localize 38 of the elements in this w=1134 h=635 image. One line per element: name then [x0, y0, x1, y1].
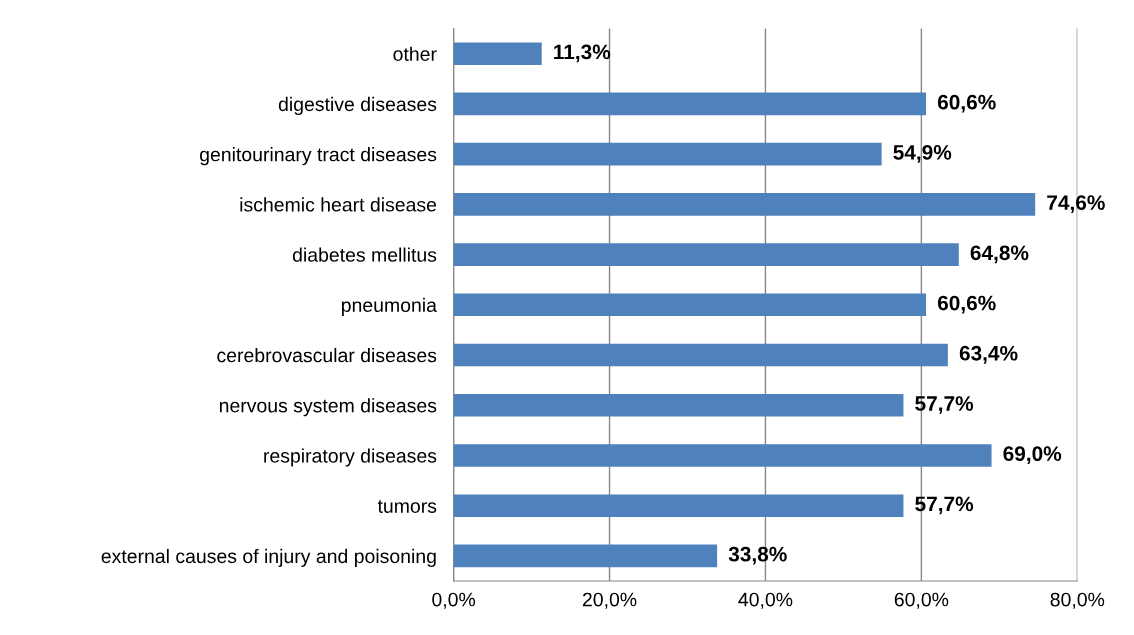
bar — [453, 343, 948, 367]
bar — [453, 142, 882, 166]
y-tick-label: tumors — [377, 500, 437, 513]
bar — [453, 243, 959, 266]
data-label: 74,6% — [1047, 195, 1105, 213]
y-tick-label: respiratory diseases — [264, 448, 437, 467]
bar — [453, 193, 1036, 216]
y-tick-label: ischemic heart disease — [240, 197, 437, 212]
data-label: 11,3% — [554, 44, 611, 63]
y-tick-label: nervous system diseases — [219, 398, 437, 417]
data-label: 60,6% — [937, 94, 996, 113]
bar — [453, 544, 718, 568]
x-tick-label: 40,0% — [738, 592, 793, 609]
data-label: 33,8% — [728, 546, 787, 565]
data-label: 57,7% — [915, 396, 974, 414]
y-tick-label: other — [393, 46, 437, 61]
y-tick-label: pneumonia — [341, 297, 437, 316]
data-label: 63,4% — [959, 345, 1018, 364]
x-tick-label: 20,0% — [582, 592, 637, 609]
bar — [453, 42, 542, 65]
data-label: 69,0% — [1003, 446, 1062, 465]
y-tick-label: diabetes mellitus — [292, 247, 437, 262]
data-label: 60,6% — [937, 295, 996, 314]
x-tick-label: 60,0% — [894, 592, 949, 609]
bar — [453, 444, 992, 467]
bar — [453, 92, 927, 116]
y-tick-label: external causes of injury and poisoning — [101, 548, 436, 567]
data-label: 54,9% — [893, 144, 952, 163]
y-tick-label: digestive diseases — [278, 96, 437, 115]
bar — [453, 494, 904, 517]
y-tick-label: cerebrovascular diseases — [217, 347, 437, 363]
x-tick-label: 80,0% — [1050, 592, 1105, 609]
y-tick-label: genitourinary tract diseases — [199, 147, 437, 166]
bar — [453, 293, 927, 317]
data-label: 64,8% — [970, 245, 1029, 264]
x-tick-label: 0,0% — [432, 592, 476, 609]
data-label: 57,7% — [915, 496, 974, 515]
bar — [453, 393, 904, 417]
